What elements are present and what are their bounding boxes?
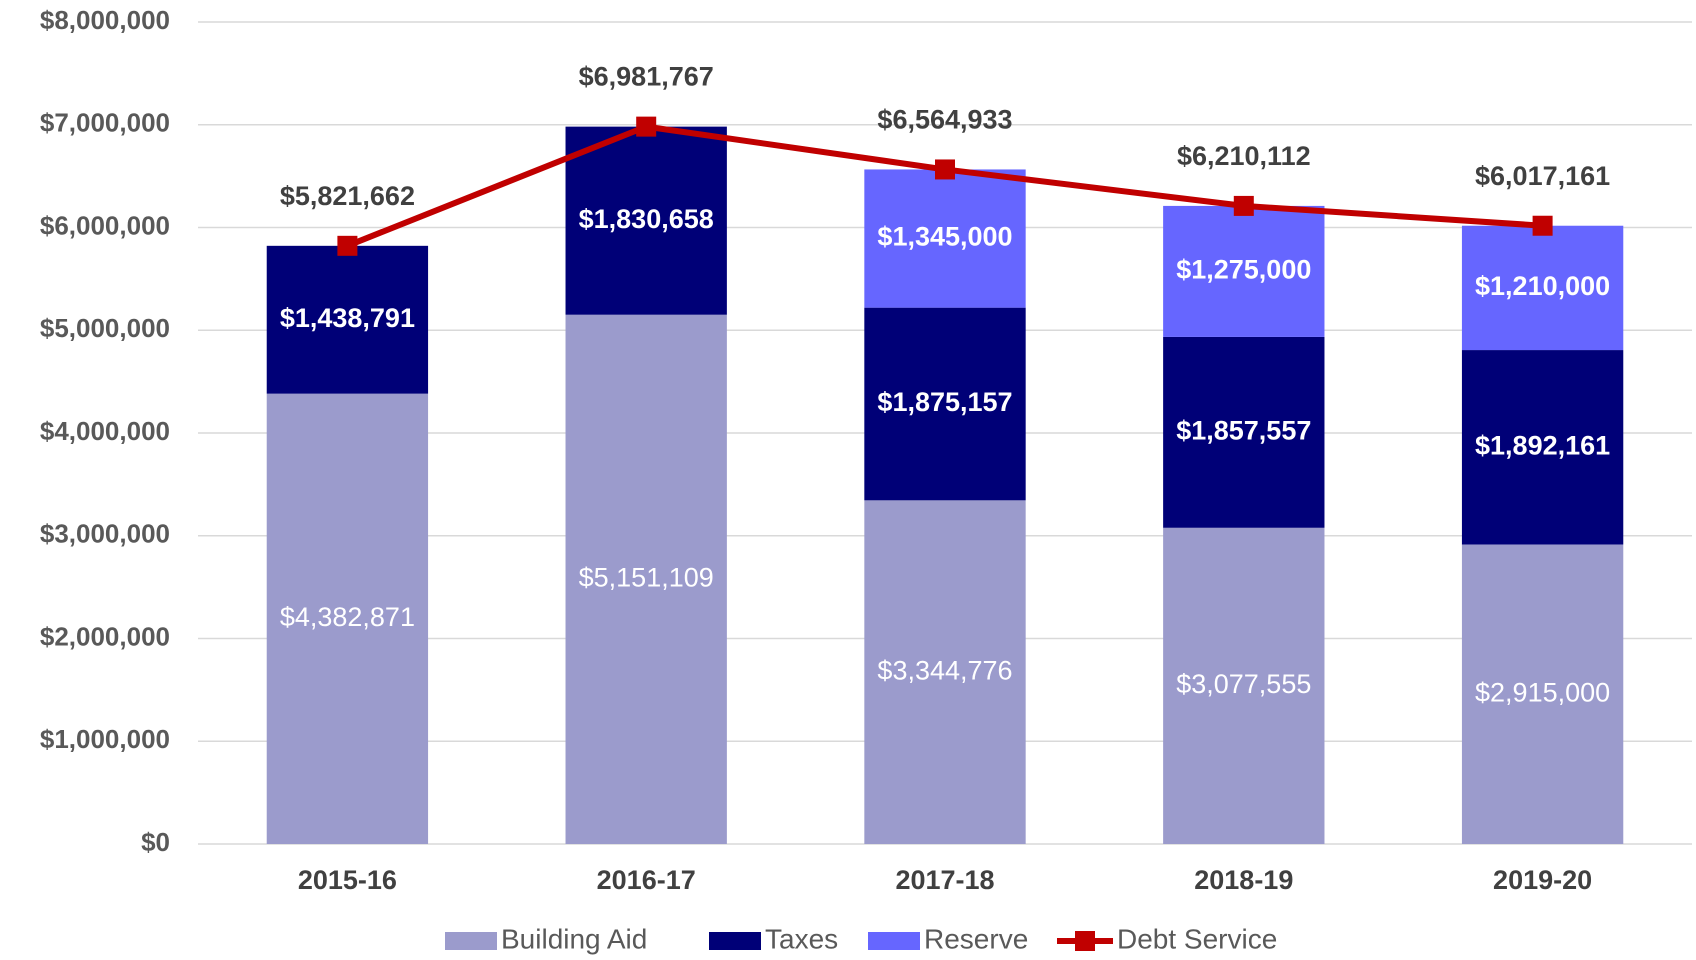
legend-swatch	[709, 932, 761, 950]
data-label: $2,915,000	[1475, 677, 1610, 707]
line-marker	[935, 159, 955, 180]
y-tick-label: $6,000,000	[40, 210, 170, 240]
data-label: $1,892,161	[1475, 430, 1610, 460]
data-label: $1,275,000	[1176, 255, 1311, 285]
data-label: $1,875,157	[877, 387, 1012, 417]
y-tick-label: $0	[141, 827, 170, 857]
bar-segment	[1461, 225, 1624, 351]
data-label: $4,382,871	[280, 602, 415, 632]
data-label: $1,830,658	[579, 204, 714, 234]
bar-segment	[1461, 544, 1624, 844]
bar-segment	[266, 245, 429, 394]
data-label: $3,344,776	[877, 655, 1012, 685]
legend-label: Building Aid	[501, 923, 647, 954]
legend-label: Debt Service	[1117, 923, 1277, 954]
y-tick-label: $4,000,000	[40, 416, 170, 446]
legend-swatch	[868, 932, 920, 950]
line-marker	[1532, 215, 1553, 236]
bar-segment	[1461, 350, 1624, 545]
x-tick-label: 2015-16	[298, 865, 397, 895]
line-marker	[1233, 195, 1254, 216]
y-tick-label: $2,000,000	[40, 621, 170, 651]
y-tick-label: $1,000,000	[40, 724, 170, 754]
y-tick-label: $3,000,000	[40, 519, 170, 549]
bar-segment	[266, 393, 429, 844]
bar-segment	[565, 126, 727, 315]
bar-segment	[864, 169, 1026, 308]
bar-segment	[864, 307, 1026, 501]
bar-segment	[864, 500, 1026, 844]
data-label: $1,857,557	[1176, 415, 1311, 445]
x-tick-label: 2017-18	[895, 865, 994, 895]
bar-segment	[565, 314, 727, 845]
data-label: $1,210,000	[1475, 271, 1610, 301]
x-tick-label: 2016-17	[597, 865, 696, 895]
legend-label: Reserve	[924, 923, 1028, 954]
data-label: $6,210,112	[1177, 141, 1311, 171]
bar-segment	[1163, 336, 1325, 528]
bar-segment	[1163, 205, 1325, 337]
legend-swatch	[1075, 931, 1095, 951]
y-tick-label: $5,000,000	[40, 313, 170, 343]
data-label: $1,345,000	[877, 222, 1012, 252]
data-label: $1,438,791	[280, 303, 415, 333]
legend-swatch	[445, 932, 497, 950]
x-tick-label: 2018-19	[1194, 865, 1293, 895]
line-marker	[636, 116, 657, 137]
data-label: $5,151,109	[579, 562, 714, 592]
legend-label: Taxes	[765, 923, 838, 954]
line-marker	[337, 235, 358, 256]
y-tick-label: $8,000,000	[40, 5, 170, 35]
data-label: $3,077,555	[1176, 669, 1311, 699]
x-tick-label: 2019-20	[1493, 865, 1592, 895]
data-label: $5,821,662	[280, 181, 415, 211]
data-label: $6,564,933	[877, 105, 1012, 135]
data-label: $6,981,767	[579, 62, 714, 92]
data-label: $6,017,161	[1475, 161, 1610, 191]
bar-segment	[1163, 527, 1325, 844]
y-tick-label: $7,000,000	[40, 108, 170, 138]
